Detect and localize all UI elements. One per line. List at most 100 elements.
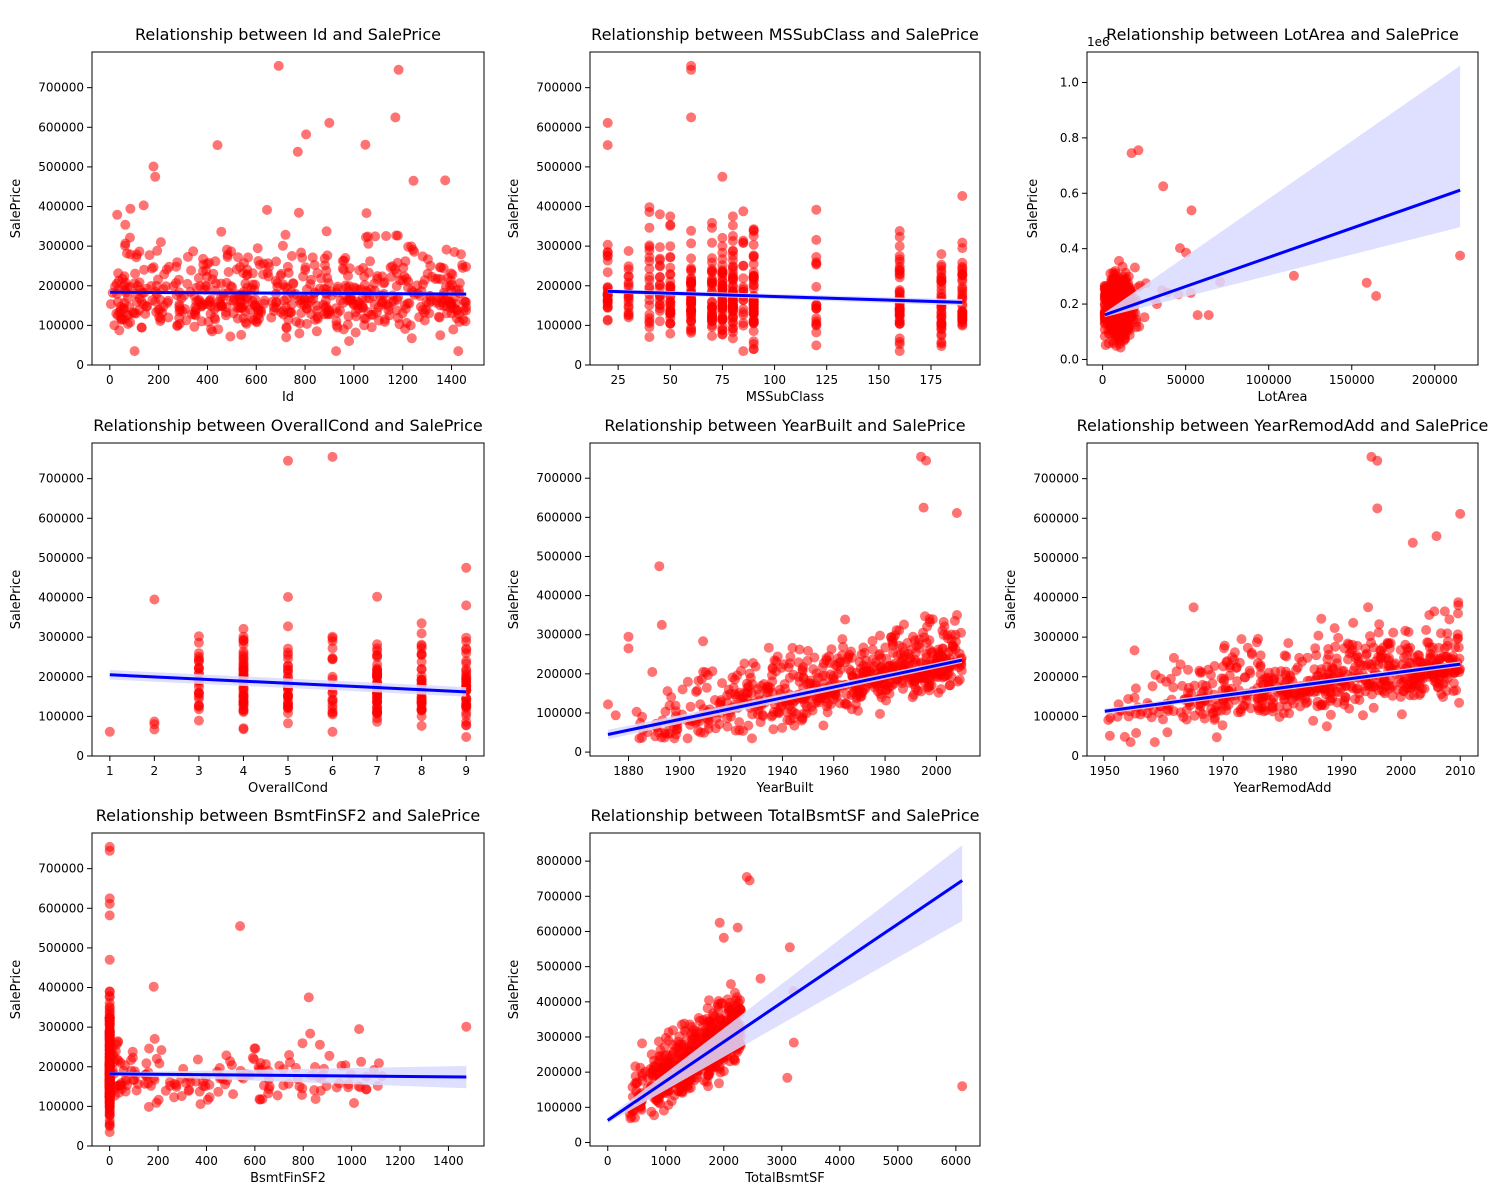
x-tick-label: 1960 [1149, 764, 1180, 778]
data-point [1125, 737, 1136, 748]
data-point [1439, 606, 1450, 617]
y-tick-label: 500000 [536, 549, 582, 563]
data-point [717, 268, 728, 279]
data-point [436, 262, 446, 273]
x-tick-label: 0 [106, 1154, 114, 1168]
data-point [193, 656, 204, 667]
data-point [391, 268, 402, 279]
data-point [254, 1094, 265, 1105]
data-point [276, 268, 287, 279]
x-tick-label: 1980 [870, 764, 901, 778]
data-point [327, 451, 338, 462]
data-point [1382, 637, 1393, 648]
data-point [361, 232, 371, 243]
data-point [738, 346, 749, 357]
data-point [748, 259, 759, 269]
data-point [686, 307, 697, 318]
data-point [647, 667, 658, 677]
data-point [294, 318, 305, 329]
chart-panel-1: Relationship between MSSubClass and Sale… [507, 25, 981, 405]
data-point [1129, 692, 1140, 703]
data-point [1149, 737, 1160, 748]
data-point [1114, 339, 1125, 349]
data-point [763, 642, 774, 653]
data-point [707, 273, 717, 284]
y-tick-label: 0 [1071, 749, 1079, 763]
data-point [381, 231, 392, 241]
data-point [1361, 648, 1372, 659]
scatter-points [104, 451, 472, 742]
data-point [104, 726, 115, 737]
data-point [1455, 250, 1466, 261]
y-tick-label: 200000 [38, 279, 84, 293]
data-point [283, 621, 293, 632]
x-tick-label: 7 [373, 764, 381, 778]
data-point [1192, 310, 1203, 321]
data-point [272, 1090, 283, 1101]
data-point [176, 1091, 187, 1102]
data-point [669, 733, 680, 744]
data-point [717, 171, 728, 182]
data-point [305, 279, 316, 290]
data-point [1131, 728, 1142, 738]
data-point [637, 1038, 648, 1049]
x-tick-label: 50000 [1167, 373, 1205, 387]
data-point [748, 226, 759, 237]
data-point [1150, 669, 1161, 680]
data-point [707, 264, 717, 274]
data-point [654, 280, 665, 291]
axes-frame [91, 832, 485, 1147]
data-point [1448, 686, 1459, 697]
data-point [416, 639, 427, 650]
data-point [283, 455, 293, 466]
data-point [747, 733, 757, 744]
data-point [461, 261, 472, 272]
data-point [1181, 714, 1192, 725]
data-point [630, 1061, 641, 1072]
data-point [717, 232, 728, 243]
data-point [309, 1085, 320, 1096]
y-tick-label: 0 [76, 1139, 84, 1153]
data-point [461, 562, 472, 573]
x-tick-label: 3000 [767, 1154, 798, 1168]
data-point [954, 674, 965, 685]
data-point [116, 1084, 127, 1094]
data-point [811, 692, 822, 703]
y-tick-label: 0.4 [1060, 242, 1079, 256]
data-point [104, 845, 115, 856]
data-point [1316, 664, 1327, 675]
data-point [1376, 684, 1387, 695]
x-tick-label: 0 [1099, 373, 1107, 387]
data-point [273, 60, 284, 71]
scatter-points [603, 451, 967, 744]
data-point [1373, 627, 1384, 638]
data-point [1232, 676, 1243, 687]
data-point [416, 628, 427, 639]
data-point [686, 263, 697, 274]
data-point [875, 708, 885, 719]
data-point [180, 304, 191, 315]
data-point [391, 230, 402, 241]
data-point [602, 314, 613, 325]
data-point [717, 313, 728, 324]
data-point [722, 721, 733, 732]
data-point [416, 711, 427, 722]
data-point [434, 312, 445, 323]
data-point [717, 329, 728, 339]
data-point [349, 1098, 359, 1108]
y-tick-label: 400000 [536, 995, 582, 1009]
data-point [209, 312, 220, 323]
x-axis-label: YearBuilt [755, 781, 813, 796]
data-point [238, 724, 249, 735]
x-tick-label: 50 [663, 373, 678, 387]
data-point [235, 921, 246, 932]
chart-title: Relationship between MSSubClass and Sale… [591, 25, 979, 44]
data-point [283, 643, 293, 654]
x-tick-label: 150 [867, 373, 890, 387]
data-point [1118, 321, 1129, 332]
data-point [370, 231, 381, 242]
data-point [194, 1086, 205, 1097]
data-point [665, 281, 676, 292]
data-point [665, 241, 676, 252]
data-point [708, 1010, 719, 1021]
